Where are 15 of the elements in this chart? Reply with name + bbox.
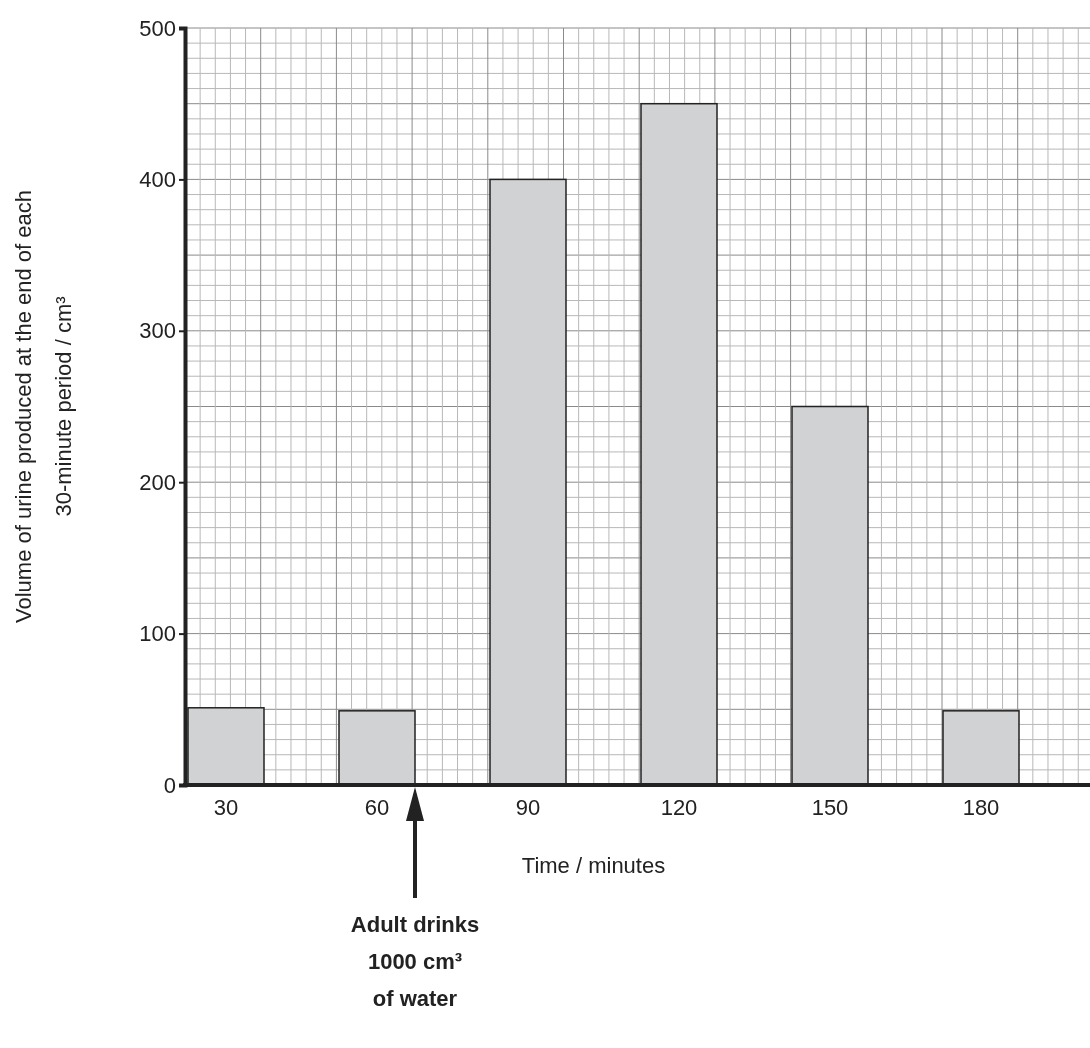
y-tick-label: 400 — [139, 166, 176, 192]
x-tick-label: 90 — [515, 795, 541, 820]
y-axis-title: Volume of urine produced at the end of each 30-minute period / cm³ — [11, 190, 76, 623]
x-axis-title: Time / minutes — [521, 853, 666, 878]
x-tick-label: 120 — [660, 795, 698, 820]
y-tick-label: 200 — [139, 469, 176, 495]
x-tick-label: 180 — [962, 795, 1000, 820]
x-tick-label: 60 — [364, 795, 390, 820]
y-tick-label: 300 — [139, 318, 176, 344]
text: Adult drinks 1000 cm³ of water — [350, 912, 480, 1011]
y-tick-label: 0 — [163, 772, 176, 798]
x-tick-label: 150 — [811, 795, 849, 820]
y-tick-label: 100 — [139, 621, 176, 647]
x-tick-label: 30 — [213, 795, 239, 820]
y-tick-label: 500 — [139, 15, 176, 41]
